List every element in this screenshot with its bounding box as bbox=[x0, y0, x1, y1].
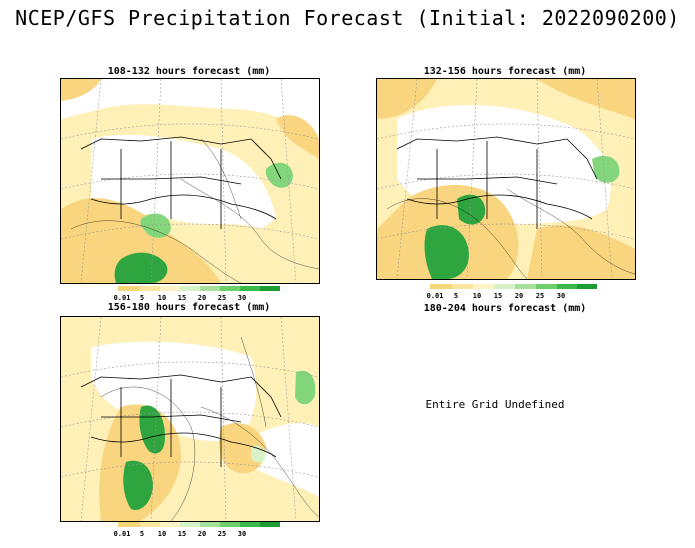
main-title: NCEP/GFS Precipitation Forecast (Initial… bbox=[15, 6, 680, 30]
map-panel-3 bbox=[60, 316, 320, 522]
legend-tick: 20 bbox=[197, 530, 207, 538]
panel-4-title: 180-204 hours forecast (mm) bbox=[423, 303, 587, 314]
legend-tick: 0.01 bbox=[113, 294, 131, 302]
map-panel-2 bbox=[376, 78, 636, 280]
legend-tick: 30 bbox=[556, 292, 566, 300]
legend-tick: 25 bbox=[217, 294, 227, 302]
legend-tick: 10 bbox=[472, 292, 482, 300]
legend-panel-2: 0.01 5 10 15 20 25 30 bbox=[426, 284, 597, 310]
legend-tick: 5 bbox=[139, 530, 145, 538]
legend-tick: 30 bbox=[237, 530, 247, 538]
legend-tick: 0.01 bbox=[426, 292, 444, 300]
legend-tick: 25 bbox=[535, 292, 545, 300]
legend-panel-3: 0.01 5 10 15 20 25 30 bbox=[114, 522, 280, 548]
legend-tick: 5 bbox=[453, 292, 459, 300]
legend-tick: 5 bbox=[139, 294, 145, 302]
legend-tick: 15 bbox=[177, 294, 187, 302]
legend-panel-1: 0.01 5 10 15 20 25 30 bbox=[114, 286, 280, 312]
legend-tick: 10 bbox=[157, 294, 167, 302]
undefined-grid-message: Entire Grid Undefined bbox=[425, 398, 565, 411]
legend-tick: 15 bbox=[177, 530, 187, 538]
legend-tick: 20 bbox=[514, 292, 524, 300]
legend-tick: 20 bbox=[197, 294, 207, 302]
panel-1-title: 108-132 hours forecast (mm) bbox=[107, 66, 271, 77]
panel-3-title: 156-180 hours forecast (mm) bbox=[107, 302, 271, 313]
legend-tick: 0.01 bbox=[113, 530, 131, 538]
map-panel-1 bbox=[60, 78, 320, 284]
panel-2-title: 132-156 hours forecast (mm) bbox=[423, 66, 587, 77]
legend-tick: 30 bbox=[237, 294, 247, 302]
legend-tick: 15 bbox=[493, 292, 503, 300]
legend-tick: 25 bbox=[217, 530, 227, 538]
legend-tick: 10 bbox=[157, 530, 167, 538]
